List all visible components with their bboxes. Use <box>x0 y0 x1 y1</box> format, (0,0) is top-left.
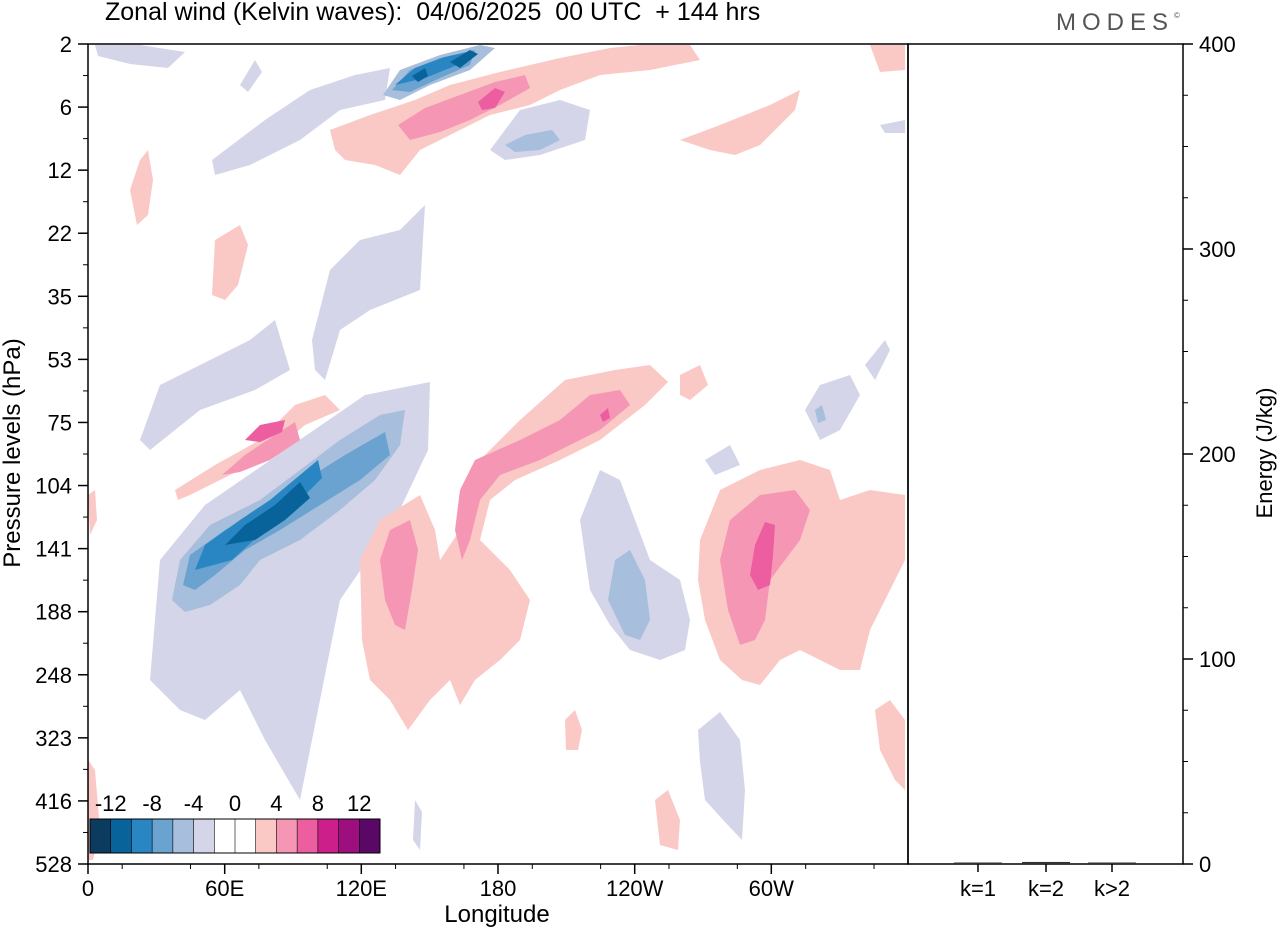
energy-tick-label: 400 <box>1199 32 1236 57</box>
x-axis-label: Longitude <box>444 901 550 928</box>
y-axis: 2 6 12 22 35 53 75 104 141 188 248 323 416 528 <box>35 32 88 877</box>
colorbar-swatch <box>110 819 132 853</box>
colorbar-label: 0 <box>229 791 241 816</box>
x-tick-label: 60E <box>205 876 244 901</box>
colorbar-swatch <box>214 819 236 853</box>
y-tick-label: 6 <box>60 95 72 120</box>
modes-logo: MODES© <box>1056 9 1180 36</box>
x-tick-label: 120W <box>606 876 664 901</box>
y-tick-label: 248 <box>35 663 72 688</box>
x-tick-label: 0 <box>82 876 94 901</box>
colorbar-swatch <box>359 819 381 853</box>
colorbar-swatch <box>338 819 360 853</box>
energy-category-label: k=2 <box>1028 876 1064 901</box>
energy-bars: k=1 k=2 k>2 <box>954 861 1136 901</box>
colorbar-swatch <box>317 819 339 853</box>
colorbar-swatch <box>131 819 153 853</box>
energy-tick-label: 200 <box>1199 442 1236 467</box>
colorbar-swatch <box>172 819 194 853</box>
colorbar: -12 -8 -4 0 4 8 12 <box>89 791 381 854</box>
energy-category-label: k=1 <box>960 876 996 901</box>
colorbar-swatch <box>255 819 277 853</box>
colorbar-swatch <box>235 819 257 853</box>
energy-bar <box>1022 861 1070 864</box>
y-tick-label: 323 <box>35 726 72 751</box>
y-tick-label: 416 <box>35 789 72 814</box>
colorbar-label: 12 <box>347 791 371 816</box>
y-tick-label: 2 <box>60 32 72 57</box>
colorbar-label: 8 <box>312 791 324 816</box>
energy-bar <box>954 862 1002 864</box>
energy-bar <box>1088 862 1136 864</box>
x-axis: 0 60E 120E 180 120W 60W <box>82 864 875 901</box>
colorbar-label: -8 <box>142 791 162 816</box>
colorbar-swatch <box>152 819 174 853</box>
y-tick-label: 75 <box>48 410 72 435</box>
y-tick-label: 141 <box>35 537 72 562</box>
energy-tick-label: 100 <box>1199 647 1236 672</box>
heatmap-field <box>88 45 905 860</box>
x-tick-label: 180 <box>480 876 517 901</box>
x-tick-label: 60W <box>749 876 794 901</box>
colorbar-swatch <box>193 819 215 853</box>
y-tick-label: 188 <box>35 600 72 625</box>
colorbar-label: -4 <box>184 791 204 816</box>
y-tick-label: 22 <box>48 221 72 246</box>
energy-axis: 0 100 200 300 400 <box>1183 32 1236 877</box>
y-tick-label: 53 <box>48 347 72 372</box>
y-tick-label: 35 <box>48 284 72 309</box>
colorbar-label: -12 <box>95 791 127 816</box>
contour-strongest-blue <box>225 50 478 545</box>
colorbar-swatch <box>90 819 112 853</box>
x-tick-label: 120E <box>336 876 387 901</box>
energy-tick-label: 300 <box>1199 237 1236 262</box>
colorbar-label: 4 <box>270 791 282 816</box>
colorbar-swatch <box>276 819 298 853</box>
energy-tick-label: 0 <box>1199 852 1211 877</box>
energy-frame <box>907 43 1184 865</box>
contour-strong-pink <box>245 88 775 590</box>
y-tick-label: 104 <box>35 474 72 499</box>
y-tick-label: 12 <box>48 158 72 183</box>
colorbar-swatch <box>297 819 319 853</box>
energy-category-label: k>2 <box>1094 876 1130 901</box>
chart-title: Zonal wind (Kelvin waves): 04/06/2025 00… <box>105 0 761 26</box>
y-tick-label: 528 <box>35 852 72 877</box>
